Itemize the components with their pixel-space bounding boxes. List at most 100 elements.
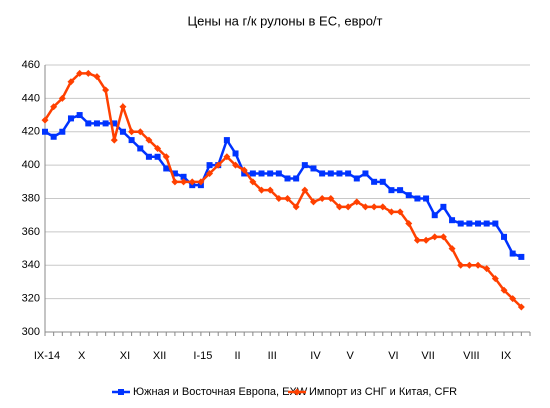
point — [67, 78, 75, 86]
point — [267, 170, 274, 177]
y-tick-label: 440 — [22, 92, 40, 104]
point — [110, 136, 118, 144]
x-tick-label: IX — [501, 350, 512, 362]
point — [293, 175, 300, 182]
point — [163, 165, 170, 172]
point — [284, 195, 291, 202]
point — [145, 153, 152, 160]
point — [439, 233, 447, 241]
point — [509, 250, 516, 257]
point — [457, 261, 465, 269]
point — [136, 128, 144, 136]
legend-marker — [293, 388, 301, 396]
point — [370, 203, 378, 211]
point — [379, 178, 386, 185]
y-tick-label: 420 — [22, 126, 40, 138]
point — [85, 120, 92, 127]
point — [405, 192, 412, 199]
point — [214, 161, 222, 169]
point — [128, 128, 136, 136]
x-tick-label: IX-14 — [34, 350, 60, 362]
point — [431, 212, 438, 219]
point — [128, 137, 135, 144]
point — [423, 195, 430, 202]
point — [84, 69, 92, 77]
point — [42, 128, 48, 135]
legend-label: Южная и Восточная Европа, EXW — [133, 386, 308, 398]
y-tick-label: 360 — [22, 226, 40, 238]
point — [371, 178, 378, 185]
point — [335, 203, 343, 211]
point — [292, 203, 300, 211]
point — [180, 173, 187, 180]
point — [206, 162, 213, 169]
point — [465, 261, 473, 269]
point — [353, 175, 360, 182]
point — [396, 208, 404, 216]
point — [180, 178, 188, 186]
point — [319, 170, 326, 177]
point — [483, 265, 491, 273]
y-tick-label: 400 — [22, 159, 40, 171]
x-tick-label: I-15 — [193, 350, 212, 362]
point — [309, 198, 317, 206]
point — [93, 120, 100, 127]
point — [76, 69, 84, 77]
point — [362, 170, 369, 177]
point — [76, 112, 83, 119]
point — [119, 128, 126, 135]
point — [413, 236, 421, 244]
point — [457, 220, 464, 227]
legend-marker — [118, 389, 124, 395]
point — [266, 186, 274, 194]
point — [50, 133, 57, 140]
point — [111, 120, 118, 127]
point — [448, 245, 456, 253]
point — [440, 203, 447, 210]
point — [422, 236, 430, 244]
point — [258, 170, 265, 177]
point — [344, 203, 352, 211]
point — [491, 275, 499, 283]
point — [58, 94, 66, 102]
point — [258, 186, 266, 194]
point — [41, 116, 49, 124]
point — [509, 295, 517, 303]
point — [449, 217, 456, 224]
point — [327, 170, 334, 177]
point — [466, 220, 473, 227]
point — [318, 195, 326, 202]
x-tick-label: VII — [421, 350, 434, 362]
point — [405, 220, 413, 228]
point — [379, 203, 387, 211]
point — [93, 73, 101, 81]
point — [414, 195, 421, 202]
point — [275, 170, 282, 177]
point — [171, 170, 178, 177]
x-tick-label: XI — [120, 350, 130, 362]
y-tick-label: 300 — [22, 326, 40, 338]
x-tick-label: VI — [388, 350, 398, 362]
point — [223, 153, 231, 161]
point — [475, 220, 482, 227]
point — [240, 166, 248, 174]
x-tick-label: IV — [310, 350, 321, 362]
point — [59, 128, 66, 135]
x-tick-label: II — [234, 350, 240, 362]
point — [336, 170, 343, 177]
point — [310, 165, 317, 172]
point — [517, 303, 525, 311]
point — [361, 203, 369, 211]
point — [171, 178, 179, 186]
point — [353, 198, 361, 206]
point — [387, 208, 395, 216]
point — [284, 175, 291, 182]
point — [500, 286, 508, 294]
x-tick-label: XII — [153, 350, 166, 362]
point — [275, 195, 283, 202]
point — [137, 145, 144, 152]
point — [145, 136, 153, 144]
point — [154, 153, 161, 160]
point — [197, 178, 205, 186]
